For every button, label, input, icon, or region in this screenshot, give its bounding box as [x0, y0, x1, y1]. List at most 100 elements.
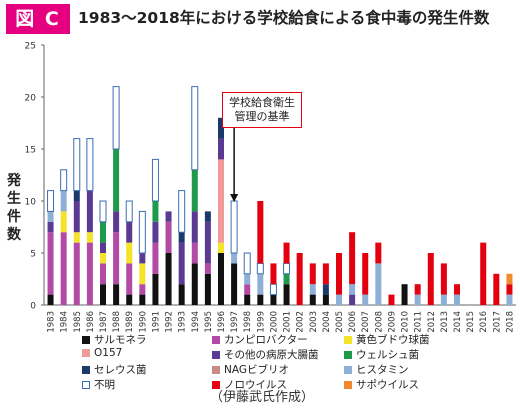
- bar-segment: [60, 169, 68, 192]
- bar-segment: [218, 242, 224, 253]
- bar-segment: [47, 211, 54, 222]
- legend-label: ウェルシュ菌: [356, 349, 419, 361]
- bar-segment: [375, 242, 382, 264]
- bar-segment: [178, 242, 185, 285]
- bar-segment: [139, 294, 146, 305]
- bar-segment: [204, 221, 211, 264]
- bar-segment: [336, 253, 342, 295]
- figure-badge: 図 C: [6, 4, 70, 34]
- y-axis-label-char: 生: [7, 191, 21, 207]
- legend-label: NAGビブリオ: [224, 364, 289, 376]
- legend-label: セレウス菌: [94, 364, 147, 376]
- bar-segment: [414, 284, 421, 295]
- bar-segment: [506, 294, 513, 305]
- x-tick-label: 1996: [217, 311, 227, 333]
- bar-segment: [100, 221, 106, 243]
- bar-segment: [362, 294, 369, 305]
- legend-item: ノロウイルス: [212, 377, 287, 392]
- bar-segment: [309, 263, 316, 285]
- legend-swatch: [344, 350, 352, 359]
- y-tick-label: 15: [25, 146, 36, 156]
- bar-segment: [401, 284, 408, 305]
- bar-segment: [73, 190, 80, 201]
- bar-segment: [322, 284, 329, 295]
- bar-segment: [283, 242, 290, 264]
- bar-segment: [480, 242, 487, 305]
- bar-segment: [152, 242, 159, 274]
- bar-segment: [349, 232, 356, 285]
- bar-segment: [414, 294, 421, 305]
- bar-segment: [309, 294, 316, 305]
- legend-item: セレウス菌: [82, 362, 147, 377]
- bar-segment: [230, 200, 238, 254]
- bar-segment: [191, 263, 198, 305]
- x-tick-label: 2015: [466, 311, 476, 333]
- bar-segment: [270, 294, 277, 305]
- y-tick-label: 25: [25, 42, 36, 52]
- x-tick-label: 2000: [269, 311, 279, 333]
- bar-segment: [86, 190, 93, 233]
- bar-segment: [73, 242, 80, 305]
- bar-segment: [191, 211, 198, 243]
- bar-segment: [86, 232, 93, 243]
- x-tick-label: 2013: [440, 311, 450, 333]
- legend-item: その他の病原大腸菌: [212, 347, 319, 362]
- bar-segment: [257, 294, 264, 305]
- bar-segment: [113, 284, 120, 305]
- bar-segment: [322, 263, 329, 285]
- y-tick-label: 20: [25, 94, 37, 104]
- bar-segment: [152, 273, 159, 305]
- annotation-line-1: 学校給食衛生: [229, 96, 295, 109]
- bar-segment: [126, 263, 133, 295]
- bar-segment: [86, 138, 94, 192]
- x-tick-label: 1987: [99, 311, 109, 333]
- y-axis-label-char: 件: [7, 209, 21, 225]
- y-tick-label: 0: [30, 302, 36, 312]
- bar-segment: [125, 200, 133, 223]
- legend-label: ノロウイルス: [224, 379, 287, 391]
- bar-segment: [191, 242, 198, 264]
- bar-segment: [204, 211, 211, 222]
- annotation-line-2: 管理の基準: [234, 110, 290, 123]
- x-tick-label: 2009: [387, 311, 397, 333]
- bar-segment: [86, 242, 93, 305]
- bar-segment: [454, 284, 460, 295]
- bar-segment: [454, 294, 460, 305]
- bar-segment: [178, 232, 185, 243]
- bar-segment: [100, 284, 106, 305]
- bar-segment: [60, 232, 67, 305]
- x-tick-label: 2010: [401, 311, 411, 333]
- bar-segment: [139, 263, 146, 285]
- x-tick-label: 2005: [335, 311, 345, 333]
- bar-segment: [152, 201, 159, 222]
- credit-text: （伊藤武氏作成）: [210, 390, 315, 405]
- x-tick-label: 1985: [73, 311, 83, 333]
- legend-swatch: [82, 365, 90, 374]
- bar-segment: [73, 232, 80, 243]
- bar-segment: [427, 253, 434, 305]
- legend-swatch: [82, 335, 90, 344]
- bar-segment: [47, 294, 54, 305]
- x-tick-label: 1993: [178, 311, 188, 333]
- y-tick-label: 5: [30, 250, 36, 260]
- bar-segment: [126, 242, 133, 264]
- legend-label: その他の病原大腸菌: [224, 349, 319, 361]
- x-tick-label: 1991: [151, 311, 161, 333]
- legend-swatch: [344, 365, 352, 374]
- x-tick-label: 2018: [505, 311, 515, 333]
- bar-segment: [100, 253, 106, 264]
- legend-label: 黄色ブドウ球菌: [356, 334, 430, 346]
- bar-segment: [244, 294, 251, 305]
- legend-swatch: [212, 335, 220, 344]
- bar-segment: [218, 138, 224, 160]
- bar-segment: [388, 294, 395, 305]
- bar-segment: [47, 232, 54, 295]
- bar-segment: [165, 211, 172, 222]
- bar-segment: [336, 294, 342, 305]
- bar-segment: [231, 263, 238, 305]
- legend-swatch: [212, 365, 220, 374]
- legend-label: O157: [94, 347, 123, 359]
- x-tick-label: 2001: [283, 311, 293, 333]
- bar-segment: [322, 294, 329, 305]
